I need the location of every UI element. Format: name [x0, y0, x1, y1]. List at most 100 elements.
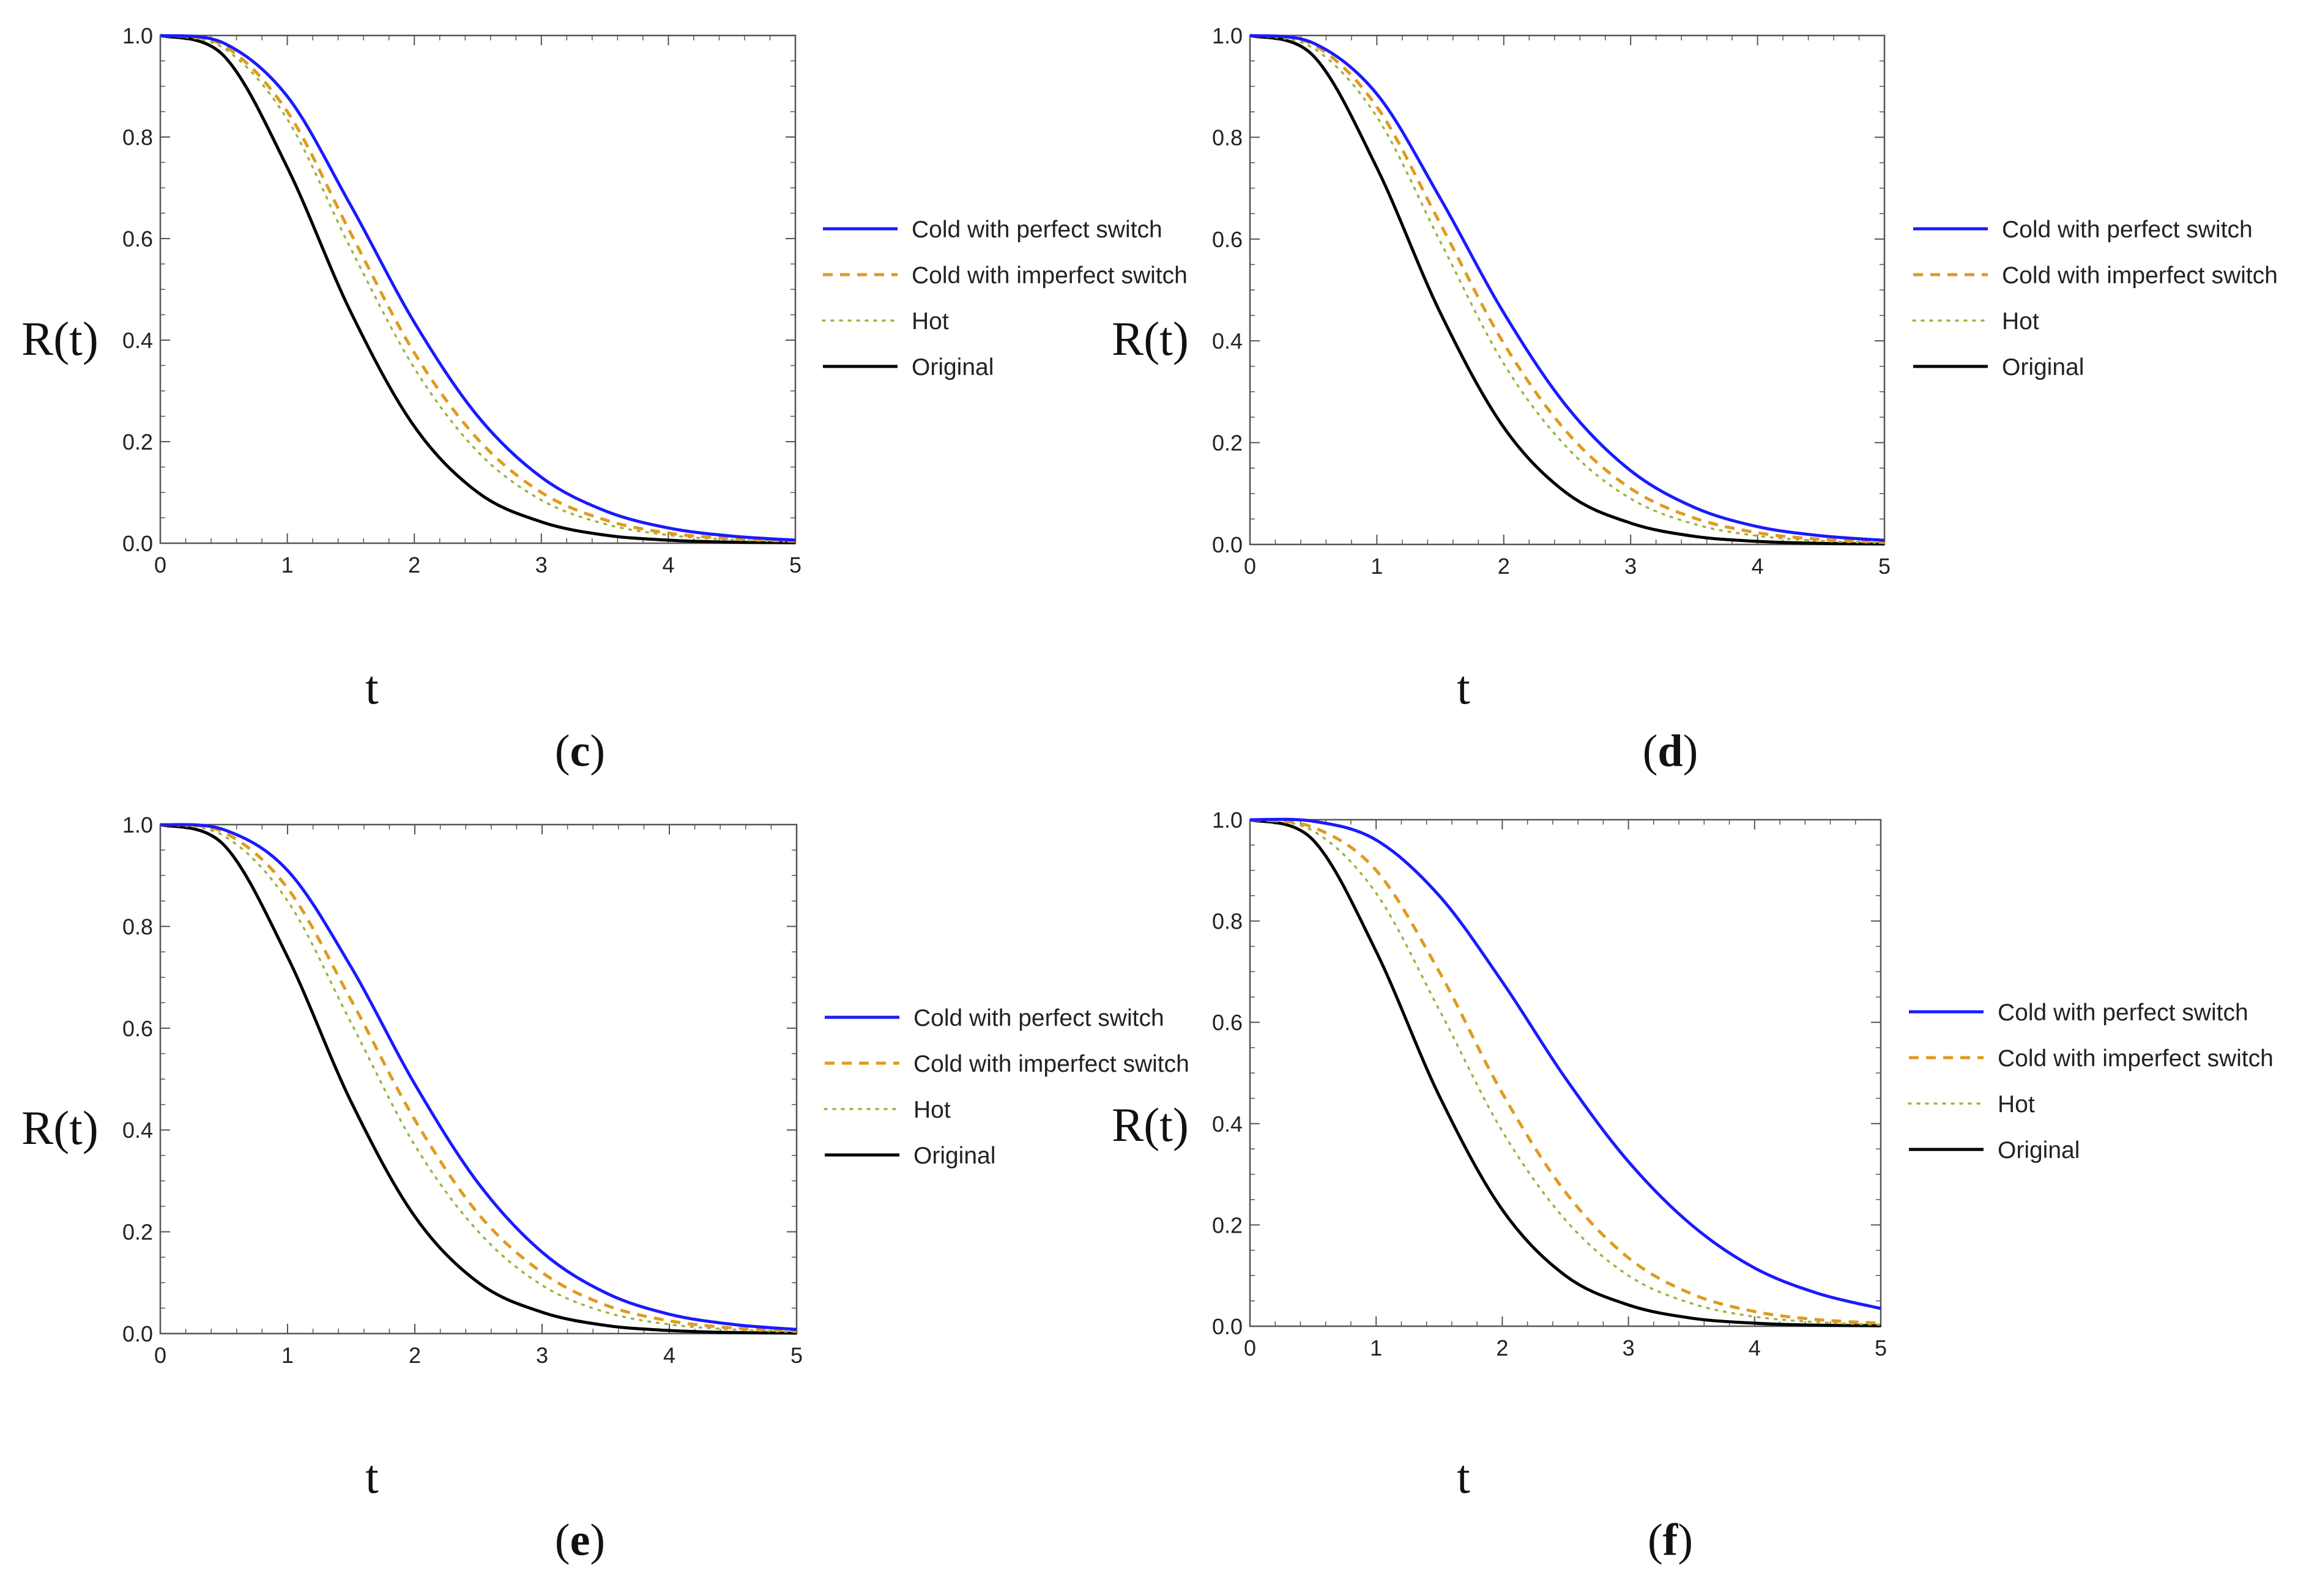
y-tick-label: 0.2	[1212, 431, 1243, 456]
caption-close-paren: )	[590, 726, 605, 776]
x-axis-label: t	[365, 661, 379, 714]
x-tick-label: 2	[1496, 1335, 1508, 1360]
x-tick-label: 1	[281, 552, 294, 577]
y-axis-label: R(t)	[1112, 312, 1189, 365]
y-tick-label: 0.2	[122, 429, 153, 455]
legend-label: Hot	[1998, 1091, 2035, 1118]
legend-label: Original	[912, 354, 994, 380]
plot-frame	[1249, 34, 1886, 546]
legend-label: Cold with imperfect switch	[1998, 1045, 2274, 1072]
panel-caption: (f)	[1648, 1515, 1693, 1565]
series-line-cold-with-imperfect-switch	[160, 823, 797, 1333]
panel-caption: (e)	[555, 1515, 605, 1565]
x-axis-label: t	[1457, 1450, 1470, 1503]
legend-label: Hot	[912, 308, 949, 335]
legend-label: Cold with perfect switch	[2002, 217, 2253, 243]
legend-label: Hot	[2002, 308, 2039, 335]
plot-frame	[159, 34, 797, 544]
x-tick-label: 2	[409, 1343, 421, 1368]
y-tick-label: 1.0	[1212, 807, 1243, 833]
legend-label: Hot	[913, 1097, 951, 1123]
series-line-cold-with-perfect-switch	[160, 823, 797, 1331]
y-tick-label: 0.8	[122, 125, 153, 150]
y-axis-label: R(t)	[21, 1101, 99, 1154]
x-tick-label: 0	[1244, 1335, 1256, 1360]
y-tick-label: 0.4	[1212, 1112, 1243, 1137]
legend: Cold with perfect switch Cold with imperf…	[824, 1005, 1189, 1169]
legend-label: Original	[2002, 354, 2084, 380]
series-line-cold-with-perfect-switch	[1249, 34, 1885, 542]
legend: Cold with perfect switch Cold with imperf…	[1908, 1000, 2274, 1164]
caption-letter: f	[1663, 1515, 1679, 1565]
caption-open-paren: (	[555, 726, 570, 776]
legend-label: Cold with perfect switch	[913, 1005, 1164, 1031]
x-tick-label: 5	[790, 1343, 803, 1368]
y-tick-label: 0.8	[1212, 909, 1243, 934]
x-tick-label: 4	[663, 1343, 675, 1368]
series-line-original	[1249, 34, 1885, 546]
y-tick-label: 0.6	[1212, 1010, 1243, 1035]
x-tick-label: 5	[1875, 1335, 1887, 1360]
y-tick-label: 0.2	[122, 1220, 153, 1245]
y-tick-label: 0.0	[122, 1321, 153, 1346]
series-line-original	[160, 34, 796, 544]
legend: Cold with perfect switch Cold with imperf…	[1912, 217, 2278, 380]
x-tick-label: 1	[1370, 1335, 1382, 1360]
x-tick-label: 5	[789, 552, 801, 577]
x-tick-label: 5	[1878, 554, 1891, 579]
x-tick-label: 4	[1752, 554, 1764, 579]
legend-label: Original	[913, 1143, 995, 1169]
caption-letter: e	[570, 1515, 590, 1565]
panel-f: 0 1 2 3 4 5 0.0 0.2 0.4 0.6 0.8 1.0 Cold with perfec…	[1112, 807, 2274, 1565]
series-line-original	[160, 823, 797, 1335]
y-tick-label: 0.4	[1212, 328, 1243, 354]
x-axis-label: t	[365, 1450, 379, 1503]
x-tick-label: 3	[536, 1343, 548, 1368]
x-tick-label: 2	[408, 552, 420, 577]
caption-letter: c	[570, 726, 590, 776]
caption-close-paren: )	[1683, 726, 1698, 776]
legend-label: Cold with perfect switch	[912, 217, 1162, 243]
x-tick-label: 3	[1624, 554, 1637, 579]
series-line-hot	[1249, 818, 1882, 1326]
y-tick-label: 0.8	[122, 914, 153, 939]
plot-frame	[1249, 818, 1882, 1327]
y-tick-label: 0.4	[122, 328, 153, 353]
series-line-cold-with-imperfect-switch	[160, 34, 796, 543]
caption-open-paren: (	[1643, 726, 1658, 776]
y-tick-label: 1.0	[122, 812, 153, 837]
legend-label: Cold with imperfect switch	[913, 1051, 1189, 1077]
y-tick-label: 0.0	[122, 531, 153, 556]
series-line-cold-with-imperfect-switch	[1249, 818, 1881, 1325]
series-line-hot	[159, 823, 798, 1334]
y-tick-label: 0.6	[122, 1016, 153, 1041]
panel-d: 0 1 2 3 4 5 0.0 0.2 0.4 0.6 0.8 1.0 Cold with perfec…	[1112, 23, 2278, 776]
series-line-hot	[1249, 34, 1886, 544]
y-tick-label: 0.0	[1212, 532, 1243, 557]
legend-label: Original	[1998, 1137, 2080, 1164]
panel-e: 0 1 2 3 4 5 0.0 0.2 0.4 0.6 0.8 1.0 Cold with perfec…	[21, 812, 1189, 1565]
x-tick-label: 4	[1749, 1335, 1761, 1360]
y-tick-label: 0.2	[1212, 1212, 1243, 1238]
legend: Cold with perfect switch Cold with imperf…	[822, 217, 1188, 380]
x-tick-label: 3	[1623, 1335, 1635, 1360]
caption-open-paren: (	[1648, 1515, 1663, 1565]
x-tick-label: 1	[281, 1343, 294, 1368]
caption-close-paren: )	[590, 1515, 605, 1565]
panel-c: 0 1 2 3 4 5 0.0 0.2 0.4 0.6 0.8 1.0 Cold with perfec…	[21, 23, 1188, 776]
x-axis-label: t	[1457, 661, 1470, 714]
y-tick-label: 0.6	[1212, 227, 1243, 252]
x-tick-label: 0	[154, 552, 166, 577]
panel-caption: (d)	[1643, 726, 1698, 776]
series-line-cold-with-perfect-switch	[160, 34, 796, 542]
series-line-cold-with-imperfect-switch	[1249, 34, 1885, 544]
legend-label: Cold with perfect switch	[1998, 1000, 2248, 1026]
plot-frame	[159, 823, 798, 1335]
caption-letter: d	[1657, 726, 1683, 776]
x-tick-label: 1	[1370, 554, 1383, 579]
x-tick-label: 3	[535, 552, 548, 577]
y-tick-label: 0.8	[1212, 125, 1243, 150]
y-tick-label: 0.4	[122, 1118, 153, 1143]
series-line-original	[1249, 818, 1881, 1327]
